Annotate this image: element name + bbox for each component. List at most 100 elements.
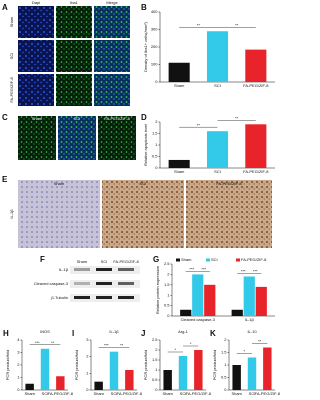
sig-label: *** [241,269,246,274]
bar [180,309,192,316]
y-tick-label: 1 [155,367,158,372]
panel-label: J [141,329,145,338]
x-tick-label: Sham [174,169,185,174]
bar [56,376,65,390]
sig-label: ** [120,343,124,348]
y-axis-label: PCR product/fold [143,350,148,380]
lane-label: Sham [77,259,88,264]
y-tick-label: 3 [86,337,89,342]
blot-band [74,282,90,285]
row-label: IL-1β [9,209,14,219]
y-tick-label: 0.5 [221,375,227,380]
blot-band [96,282,112,285]
y-tick-label: 4 [17,337,20,342]
bar [243,276,255,316]
ihc-image [18,180,100,248]
x-tick-label: FA-PEG/ZIF-8 [255,391,280,396]
micrograph [56,74,92,106]
column-label: Dapi [32,0,40,5]
column-label: Sham [54,181,65,186]
y-tick-label: 0 [224,387,227,392]
bar [232,365,241,390]
chart-title: Arg-1 [178,329,189,334]
blot-band [74,296,90,299]
x-tick-label: FA-PEG/ZIF-8 [186,391,212,396]
sig-label: *** [35,340,40,345]
y-tick-label: 1 [86,370,89,375]
blot-band [118,296,134,299]
panel-label: I [72,329,74,338]
bar [231,309,243,316]
x-tick-label: Cleaved caspase-3 [181,317,216,322]
micrograph [56,40,92,72]
bar [204,284,216,316]
sig-label: ** [235,22,239,27]
micrograph [56,6,92,38]
bar [263,347,272,390]
bar [94,381,103,390]
y-tick-label: 0 [155,165,158,170]
bar [178,356,188,390]
x-tick-label: SCI [111,391,118,396]
sig-label: * [244,349,246,354]
sig-label: *** [189,266,194,271]
micrograph [18,40,54,72]
column-label: SCI [74,116,81,121]
y-tick-label: 2.5 [152,337,158,342]
y-tick-label: 0 [167,313,170,318]
figure: A Dapi Iba1 Merge Sham SCI FA-PEG/ZIF-8 … [2,0,280,396]
bar [109,351,119,390]
bar [245,49,267,82]
y-tick-label: 0 [155,387,158,392]
bar [206,131,229,168]
blot-band [96,268,112,271]
y-tick-label: 1.5 [152,131,158,136]
y-tick-label: 0.5 [152,154,158,159]
x-tick-label: FA-PEG/ZIF-8 [48,391,74,396]
blot-label: Cleaved caspase-3 [34,281,69,286]
blot-band [118,268,134,271]
bar [206,31,229,82]
chart-title: IL-10 [247,329,257,334]
chart-title: iNOS [40,329,50,334]
y-tick-label: 200 [151,44,158,49]
y-tick-label: 400 [151,9,158,14]
micrograph [18,116,56,160]
ihc-image [186,180,272,248]
x-tick-label: SCI [180,391,187,396]
micrograph [94,40,130,72]
y-tick-label: 0 [17,387,20,392]
y-tick-label: 0 [86,387,89,392]
x-tick-label: SCI [214,83,221,88]
bar [194,350,203,390]
bar [192,274,204,316]
column-label: SCI [140,181,147,186]
sig-label: *** [253,269,258,274]
row-label: FA-PEG/ZIF-8 [9,77,14,103]
sig-label: ** [197,22,201,27]
bar [163,370,172,390]
x-tick-label: Sham [24,391,35,396]
chart-title: IL-1β [109,329,119,334]
legend-label: FA-PEG/ZIF-8 [241,257,267,262]
blot-label: β-Tubulin [51,295,68,300]
panel-label: B [141,3,147,12]
bar [255,286,267,316]
y-tick-label: 2 [155,119,158,124]
panel-label: E [2,175,8,184]
y-tick-label: 1.5 [221,350,227,355]
blot-band [118,282,134,285]
x-tick-label: FA-PEG/ZIF-8 [117,391,143,396]
sig-label: ** [258,339,262,344]
legend-label: SCI [211,257,218,262]
sig-label: ** [51,340,55,345]
y-tick-label: 0 [155,79,158,84]
micrograph [98,116,136,160]
blot-label: IL-1β [59,267,69,272]
lane-label: FA-PEG/ZIF-8 [113,259,139,264]
blot-band [96,296,112,299]
x-tick-label: FA-PEG/ZIF-8 [243,83,269,88]
y-tick-label: 2 [167,271,170,276]
bar [247,357,257,390]
micrograph [18,6,54,38]
